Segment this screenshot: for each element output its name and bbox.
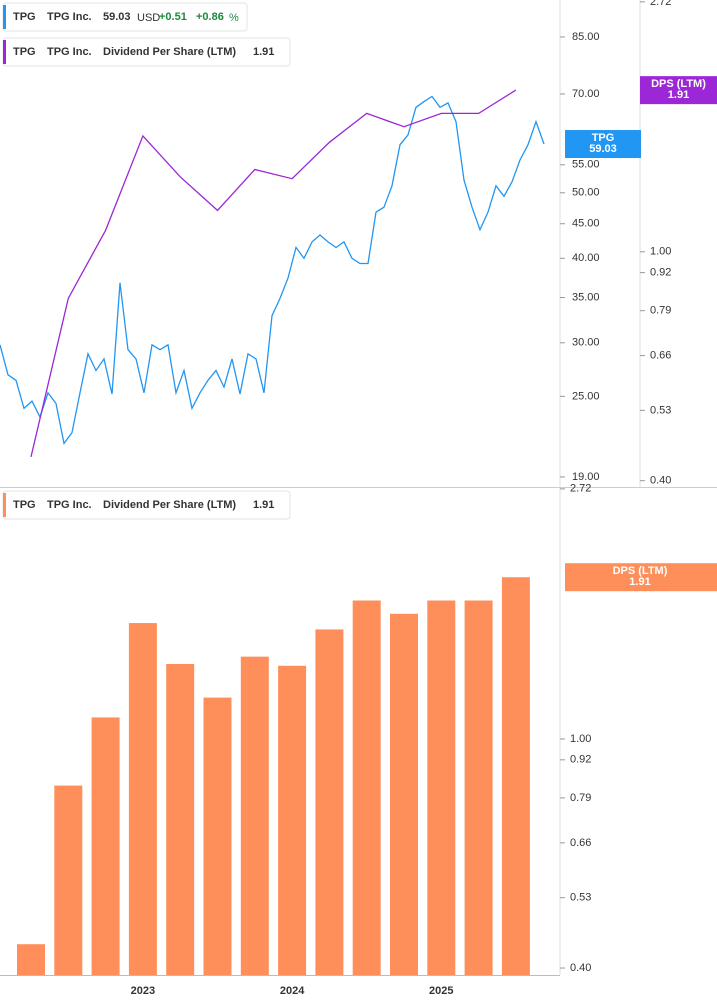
y-tick-label: 40.00 <box>572 252 600 264</box>
y-tick-label: 55.00 <box>572 159 600 171</box>
legend-currency: USD <box>137 12 160 24</box>
y2-tick-label: 0.40 <box>650 475 671 487</box>
y-tick-label: 25.00 <box>572 390 600 402</box>
value-tag-title: TPG <box>592 132 615 144</box>
bar <box>240 656 269 975</box>
x-tick-label: 2023 <box>131 985 155 997</box>
y2-tick-label: 0.66 <box>650 349 671 361</box>
legend-price: 59.03 <box>103 11 131 23</box>
bar <box>203 697 232 975</box>
y-tick-label: 19.00 <box>572 471 600 483</box>
value-tag-value: 1.91 <box>629 576 650 588</box>
legend-metric: Dividend Per Share (LTM) <box>103 46 236 58</box>
legend-name: TPG Inc. <box>47 46 92 58</box>
legend-change-pct: +0.86 <box>196 11 224 23</box>
y-tick-label: 85.00 <box>572 31 600 43</box>
bar <box>278 665 307 975</box>
bar <box>128 623 157 975</box>
y2-tick-label: 0.53 <box>650 404 671 416</box>
y-tick-label: 30.00 <box>572 337 600 349</box>
y-tick-label: 50.00 <box>572 187 600 199</box>
value-tag-value: 1.91 <box>668 89 689 101</box>
y-tick-label: 0.79 <box>570 792 591 804</box>
y2-tick-label: 2.72 <box>650 0 671 8</box>
value-tag <box>565 130 641 159</box>
y-tick-label: 0.66 <box>570 837 591 849</box>
legend-metric: Dividend Per Share (LTM) <box>103 499 236 511</box>
bar <box>352 600 381 975</box>
bar <box>166 663 195 975</box>
legend-value: 1.91 <box>253 46 274 58</box>
legend-ticker: TPG <box>13 11 36 23</box>
series-line <box>0 95 545 445</box>
y-tick-label: 35.00 <box>572 291 600 303</box>
y-tick-label: 0.40 <box>570 962 591 974</box>
bar <box>390 613 418 975</box>
value-tag-title: DPS (LTM) <box>651 78 706 90</box>
series-line <box>30 89 517 458</box>
y2-tick-label: 0.79 <box>650 305 671 317</box>
y-tick-label: 1.00 <box>570 733 591 745</box>
x-tick-label: 2024 <box>280 985 305 997</box>
y-tick-label: 2.72 <box>570 483 591 495</box>
bar <box>427 600 456 975</box>
legend-name: TPG Inc. <box>47 499 92 511</box>
legend-pct-sign: % <box>229 12 239 24</box>
bar <box>464 600 493 975</box>
legend-swatch <box>3 493 6 517</box>
y-tick-label: 70.00 <box>572 88 600 100</box>
legend-ticker: TPG <box>13 46 36 58</box>
value-tag <box>640 76 717 105</box>
bar <box>91 717 120 975</box>
legend-swatch <box>3 40 6 64</box>
value-tag-value: 59.03 <box>589 143 617 155</box>
legend-name: TPG Inc. <box>47 11 92 23</box>
value-tag-title: DPS (LTM) <box>613 565 668 577</box>
y-tick-label: 0.92 <box>570 754 591 766</box>
legend: TPG TPG Inc. 59.03 USD +0.51 +0.86 % TPG… <box>2 2 291 520</box>
bar <box>501 577 530 975</box>
bar <box>17 944 45 975</box>
value-tag <box>565 563 717 592</box>
y-tick-label: 0.53 <box>570 892 591 904</box>
legend-value: 1.91 <box>253 499 274 511</box>
legend-change: +0.51 <box>159 11 187 23</box>
legend-ticker: TPG <box>13 499 36 511</box>
x-tick-label: 2025 <box>429 985 453 997</box>
y-tick-label: 45.00 <box>572 218 600 230</box>
legend-swatch <box>3 5 6 29</box>
bar <box>54 785 83 975</box>
y2-tick-label: 0.92 <box>650 267 671 279</box>
bar <box>315 629 344 975</box>
y2-tick-label: 1.00 <box>650 246 671 258</box>
